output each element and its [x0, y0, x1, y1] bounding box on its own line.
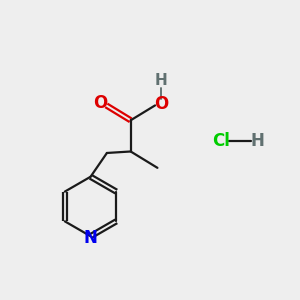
Text: Cl: Cl: [212, 132, 230, 150]
Text: H: H: [250, 132, 264, 150]
Text: O: O: [154, 95, 168, 113]
Text: O: O: [93, 94, 107, 112]
Text: N: N: [84, 229, 98, 247]
Text: H: H: [154, 73, 167, 88]
